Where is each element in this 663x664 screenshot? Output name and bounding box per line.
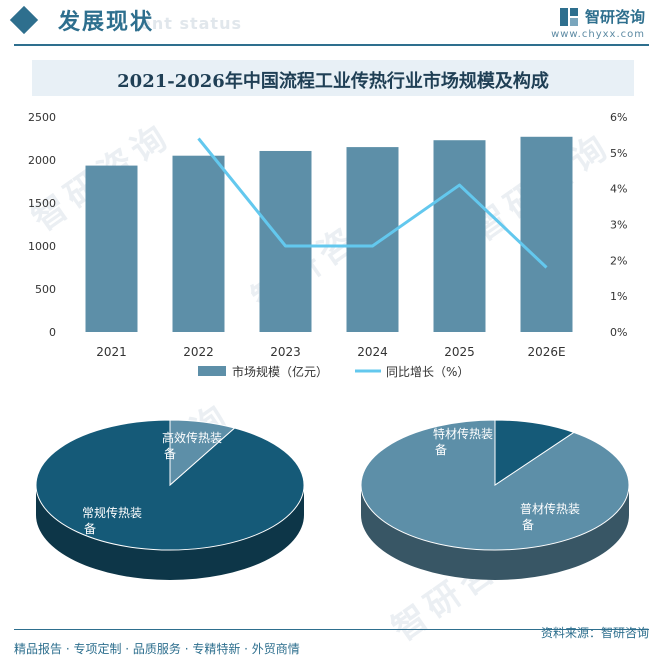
pie-slice-label: 普材传热装 [520,501,580,516]
y-right-tick-label: 2% [610,254,627,267]
bar [346,147,399,332]
pie-slice-label: 特材传热装 [433,426,493,441]
y-right-tick-label: 4% [610,183,627,196]
section-subtitle-watermark: ent status [140,14,242,33]
y-left-tick-label: 2000 [28,154,56,167]
y-right-tick-label: 1% [610,290,627,303]
pie-slice-label: 备 [435,443,447,457]
x-tick-label: 2021 [96,345,127,359]
header: ent status 发展现状 智研咨询 www.chyxx.com [0,0,663,46]
y-left-tick-label: 1500 [28,197,56,210]
footer-tags: 精品报告 · 专项定制 · 品质服务 · 专精特新 · 外贸商情 [14,642,300,656]
y-right-tick-label: 0% [610,326,627,339]
x-tick-label: 2025 [444,345,475,359]
chart-title-band: 2021-2026年中国流程工业传热行业市场规模及构成 [32,60,634,96]
y-right-tick-label: 3% [610,219,627,232]
chart-title: 2021-2026年中国流程工业传热行业市场规模及构成 [117,71,549,92]
section-title: 发展现状 [58,10,155,35]
diamond-icon [9,5,39,35]
pie-slice-特材传热装备 [494,419,575,486]
pie-slice-高效传热装备 [169,419,236,487]
y-left-tick-label: 2500 [28,111,56,124]
bar [433,140,486,332]
legend-bar-swatch [198,366,226,376]
pie-side-wall [361,485,629,580]
x-tick-label: 2024 [357,345,388,359]
y-left-tick-label: 500 [35,283,56,296]
footer-divider [14,629,649,630]
brand-logo-icon [559,7,578,26]
y-left-tick-label: 0 [49,326,56,339]
footer-source: 资料来源：智研咨询 [540,626,649,640]
bar [520,136,573,332]
pie-slice-label: 备 [84,522,96,536]
pie-slice-label: 常规传热装 [82,505,142,520]
x-tick-label: 2022 [183,345,214,359]
header-divider [14,44,649,46]
brand: 智研咨询 www.chyxx.com [551,6,645,40]
bar [85,165,138,332]
pie-slice-label: 备 [164,447,176,461]
x-tick-label: 2026E [527,345,565,359]
brand-name: 智研咨询 [584,8,645,26]
bar [172,155,225,332]
legend-bar-label: 市场规模（亿元） [232,364,328,379]
series-line [197,137,548,269]
bar [259,150,312,332]
y-left-tick-label: 1000 [28,240,56,253]
y-right-tick-label: 6% [610,111,627,124]
combo-chart: 0 500 1000 1500 2000 2500 0% 1% 2% 3% 4% 5% 6% 2021 20… [28,111,627,379]
brand-url: www.chyxx.com [551,29,645,40]
y-right-tick-label: 5% [610,147,627,160]
x-tick-label: 2023 [270,345,301,359]
pie-slice-label: 高效传热装 [162,430,222,445]
pie-slice-label: 备 [522,518,534,532]
pie-side-wall [36,485,304,580]
legend-line-label: 同比增长（%） [386,365,469,379]
